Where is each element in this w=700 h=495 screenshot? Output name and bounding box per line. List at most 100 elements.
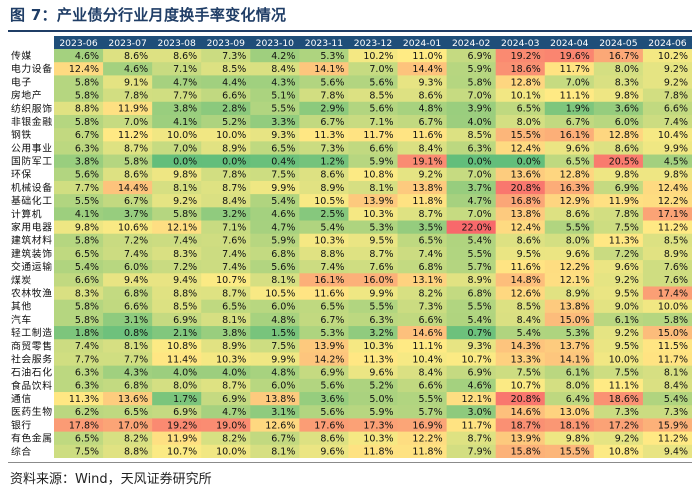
cell-value-纺织服饰-2023-11: 2.9% (320, 104, 344, 115)
cell-石油石化-2024-02 (446, 365, 497, 380)
row-label-国防军工: 国防军工 (11, 155, 53, 168)
cell-综合-2024-01 (397, 444, 448, 458)
cell-value-石油石化-2023-06: 6.3% (75, 368, 99, 379)
cell-机械设备-2023-12 (348, 180, 398, 195)
cell-医药生物-2023-06 (54, 405, 104, 419)
cell-纺织服饰-2024-05 (593, 101, 644, 116)
row-label-其他: 其他 (11, 300, 32, 313)
cell-value-交通运输-2023-08: 7.2% (173, 262, 197, 273)
cell-计算机-2024-03 (495, 207, 546, 221)
cell-value-建筑材料-2023-07: 7.2% (124, 236, 148, 247)
cell-value-交通运输-2024-05: 9.6% (615, 262, 639, 273)
cell-电力设备-2023-11 (299, 62, 349, 76)
cell-value-医药生物-2023-11: 5.6% (320, 407, 344, 418)
cell-value-其他-2024-02: 5.5% (468, 302, 492, 313)
cell-value-农林牧渔-2023-09: 8.7% (222, 288, 246, 299)
cell-value-纺织服饰-2024-02: 3.9% (468, 104, 492, 115)
cell-value-银行-2023-07: 17.0% (118, 420, 148, 431)
column-header-2023-08: 2023-08 (157, 38, 196, 49)
cell-value-建筑材料-2024-02: 5.4% (468, 236, 492, 247)
cell-value-医药生物-2024-02: 3.0% (468, 407, 492, 418)
cell-建筑装饰-2024-04 (544, 246, 595, 261)
cell-value-公用事业-2024-06: 9.9% (664, 143, 688, 154)
cell-钢铁-2023-07 (103, 128, 153, 142)
cell-家用电器-2023-08 (152, 220, 202, 235)
cell-value-传媒-2024-03: 19.2% (511, 51, 541, 62)
row-label-商贸零售: 商贸零售 (11, 339, 53, 352)
cell-电子-2023-09 (201, 75, 251, 89)
cell-国防军工-2024-01 (397, 154, 448, 169)
row-label-煤炭: 煤炭 (11, 273, 32, 286)
cell-医药生物-2024-03 (495, 405, 546, 419)
cell-社会服务-2024-02 (446, 352, 497, 367)
cell-value-农林牧渔-2023-06: 8.3% (75, 288, 99, 299)
cell-计算机-2024-02 (446, 207, 497, 221)
column-header-2023-06: 2023-06 (59, 38, 98, 49)
cell-轻工制造-2024-06 (642, 326, 692, 340)
cell-value-建筑装饰-2024-02: 5.5% (468, 249, 492, 260)
cell-value-机械设备-2024-02: 3.7% (468, 183, 492, 194)
cell-轻工制造-2024-02 (446, 326, 497, 340)
cell-value-非银金融-2023-06: 5.8% (75, 117, 99, 128)
cell-银行-2024-05 (593, 418, 644, 433)
cell-银行-2023-10 (250, 418, 300, 433)
cell-电子-2024-03 (495, 75, 546, 89)
cell-value-轻工制造-2023-11: 5.3% (320, 328, 344, 339)
cell-商贸零售-2023-12 (348, 339, 398, 353)
cell-value-钢铁-2024-06: 10.4% (658, 130, 688, 141)
cell-value-医药生物-2024-03: 14.6% (511, 407, 541, 418)
row-label-综合: 综合 (11, 445, 32, 458)
cell-社会服务-2023-12 (348, 352, 398, 367)
cell-计算机-2023-08 (152, 207, 202, 221)
cell-value-国防军工-2024-02: 0.0% (468, 156, 492, 167)
cell-value-房地产-2023-11: 7.8% (320, 90, 344, 101)
cell-value-基础化工-2023-12: 13.9% (363, 196, 393, 207)
cell-钢铁-2024-03 (495, 128, 546, 142)
cell-value-家用电器-2024-02: 22.0% (462, 222, 492, 233)
cell-value-房地产-2024-06: 7.8% (664, 90, 688, 101)
cell-电力设备-2024-06 (642, 62, 692, 76)
cell-轻工制造-2023-08 (152, 326, 202, 340)
cell-value-商贸零售-2024-01: 11.1% (412, 341, 442, 352)
cell-通信-2023-09 (201, 392, 251, 406)
cell-汽车-2023-12 (348, 312, 398, 327)
cell-value-计算机-2023-11: 2.5% (320, 209, 344, 220)
cell-value-传媒-2024-06: 10.2% (658, 51, 688, 62)
cell-value-钢铁-2023-09: 10.0% (216, 130, 246, 141)
cell-value-煤炭-2023-07: 9.4% (124, 275, 148, 286)
cell-公用事业-2024-06 (642, 141, 692, 155)
cell-机械设备-2023-07 (103, 180, 153, 195)
cell-钢铁-2023-09 (201, 128, 251, 142)
cell-value-基础化工-2024-03: 16.8% (511, 196, 541, 207)
cell-value-计算机-2023-08: 5.8% (173, 209, 197, 220)
cell-value-轻工制造-2024-01: 14.6% (412, 328, 442, 339)
row-label-汽车: 汽车 (11, 313, 32, 326)
cell-房地产-2023-11 (299, 88, 349, 103)
cell-value-石油石化-2024-02: 6.9% (468, 368, 492, 379)
cell-value-建筑装饰-2023-08: 8.3% (173, 249, 197, 260)
cell-基础化工-2024-06 (642, 194, 692, 208)
cell-value-建筑材料-2024-01: 6.5% (418, 236, 442, 247)
cell-电力设备-2024-05 (593, 62, 644, 76)
cell-医药生物-2024-05 (593, 405, 644, 419)
cell-其他-2024-05 (593, 299, 644, 314)
cell-基础化工-2024-02 (446, 194, 497, 208)
cell-农林牧渔-2023-08 (152, 286, 202, 301)
cell-综合-2023-11 (299, 444, 349, 458)
cell-value-其他-2023-09: 6.5% (222, 302, 246, 313)
cell-综合-2024-06 (642, 444, 692, 458)
cell-石油石化-2024-03 (495, 365, 546, 380)
cell-value-计算机-2024-02: 7.0% (468, 209, 492, 220)
cell-value-社会服务-2023-09: 10.3% (216, 354, 246, 365)
cell-商贸零售-2023-06 (54, 339, 104, 353)
cell-商贸零售-2024-01 (397, 339, 448, 353)
cell-非银金融-2023-08 (152, 114, 202, 129)
row-label-轻工制造: 轻工制造 (11, 326, 53, 339)
cell-value-建筑装饰-2024-01: 7.4% (418, 249, 442, 260)
cell-value-房地产-2024-03: 10.1% (511, 90, 541, 101)
cell-基础化工-2024-01 (397, 194, 448, 208)
cell-value-农林牧渔-2024-03: 12.6% (511, 288, 541, 299)
cell-value-非银金融-2024-03: 8.0% (517, 117, 541, 128)
cell-轻工制造-2024-01 (397, 326, 448, 340)
cell-value-钢铁-2023-10: 9.3% (271, 130, 295, 141)
